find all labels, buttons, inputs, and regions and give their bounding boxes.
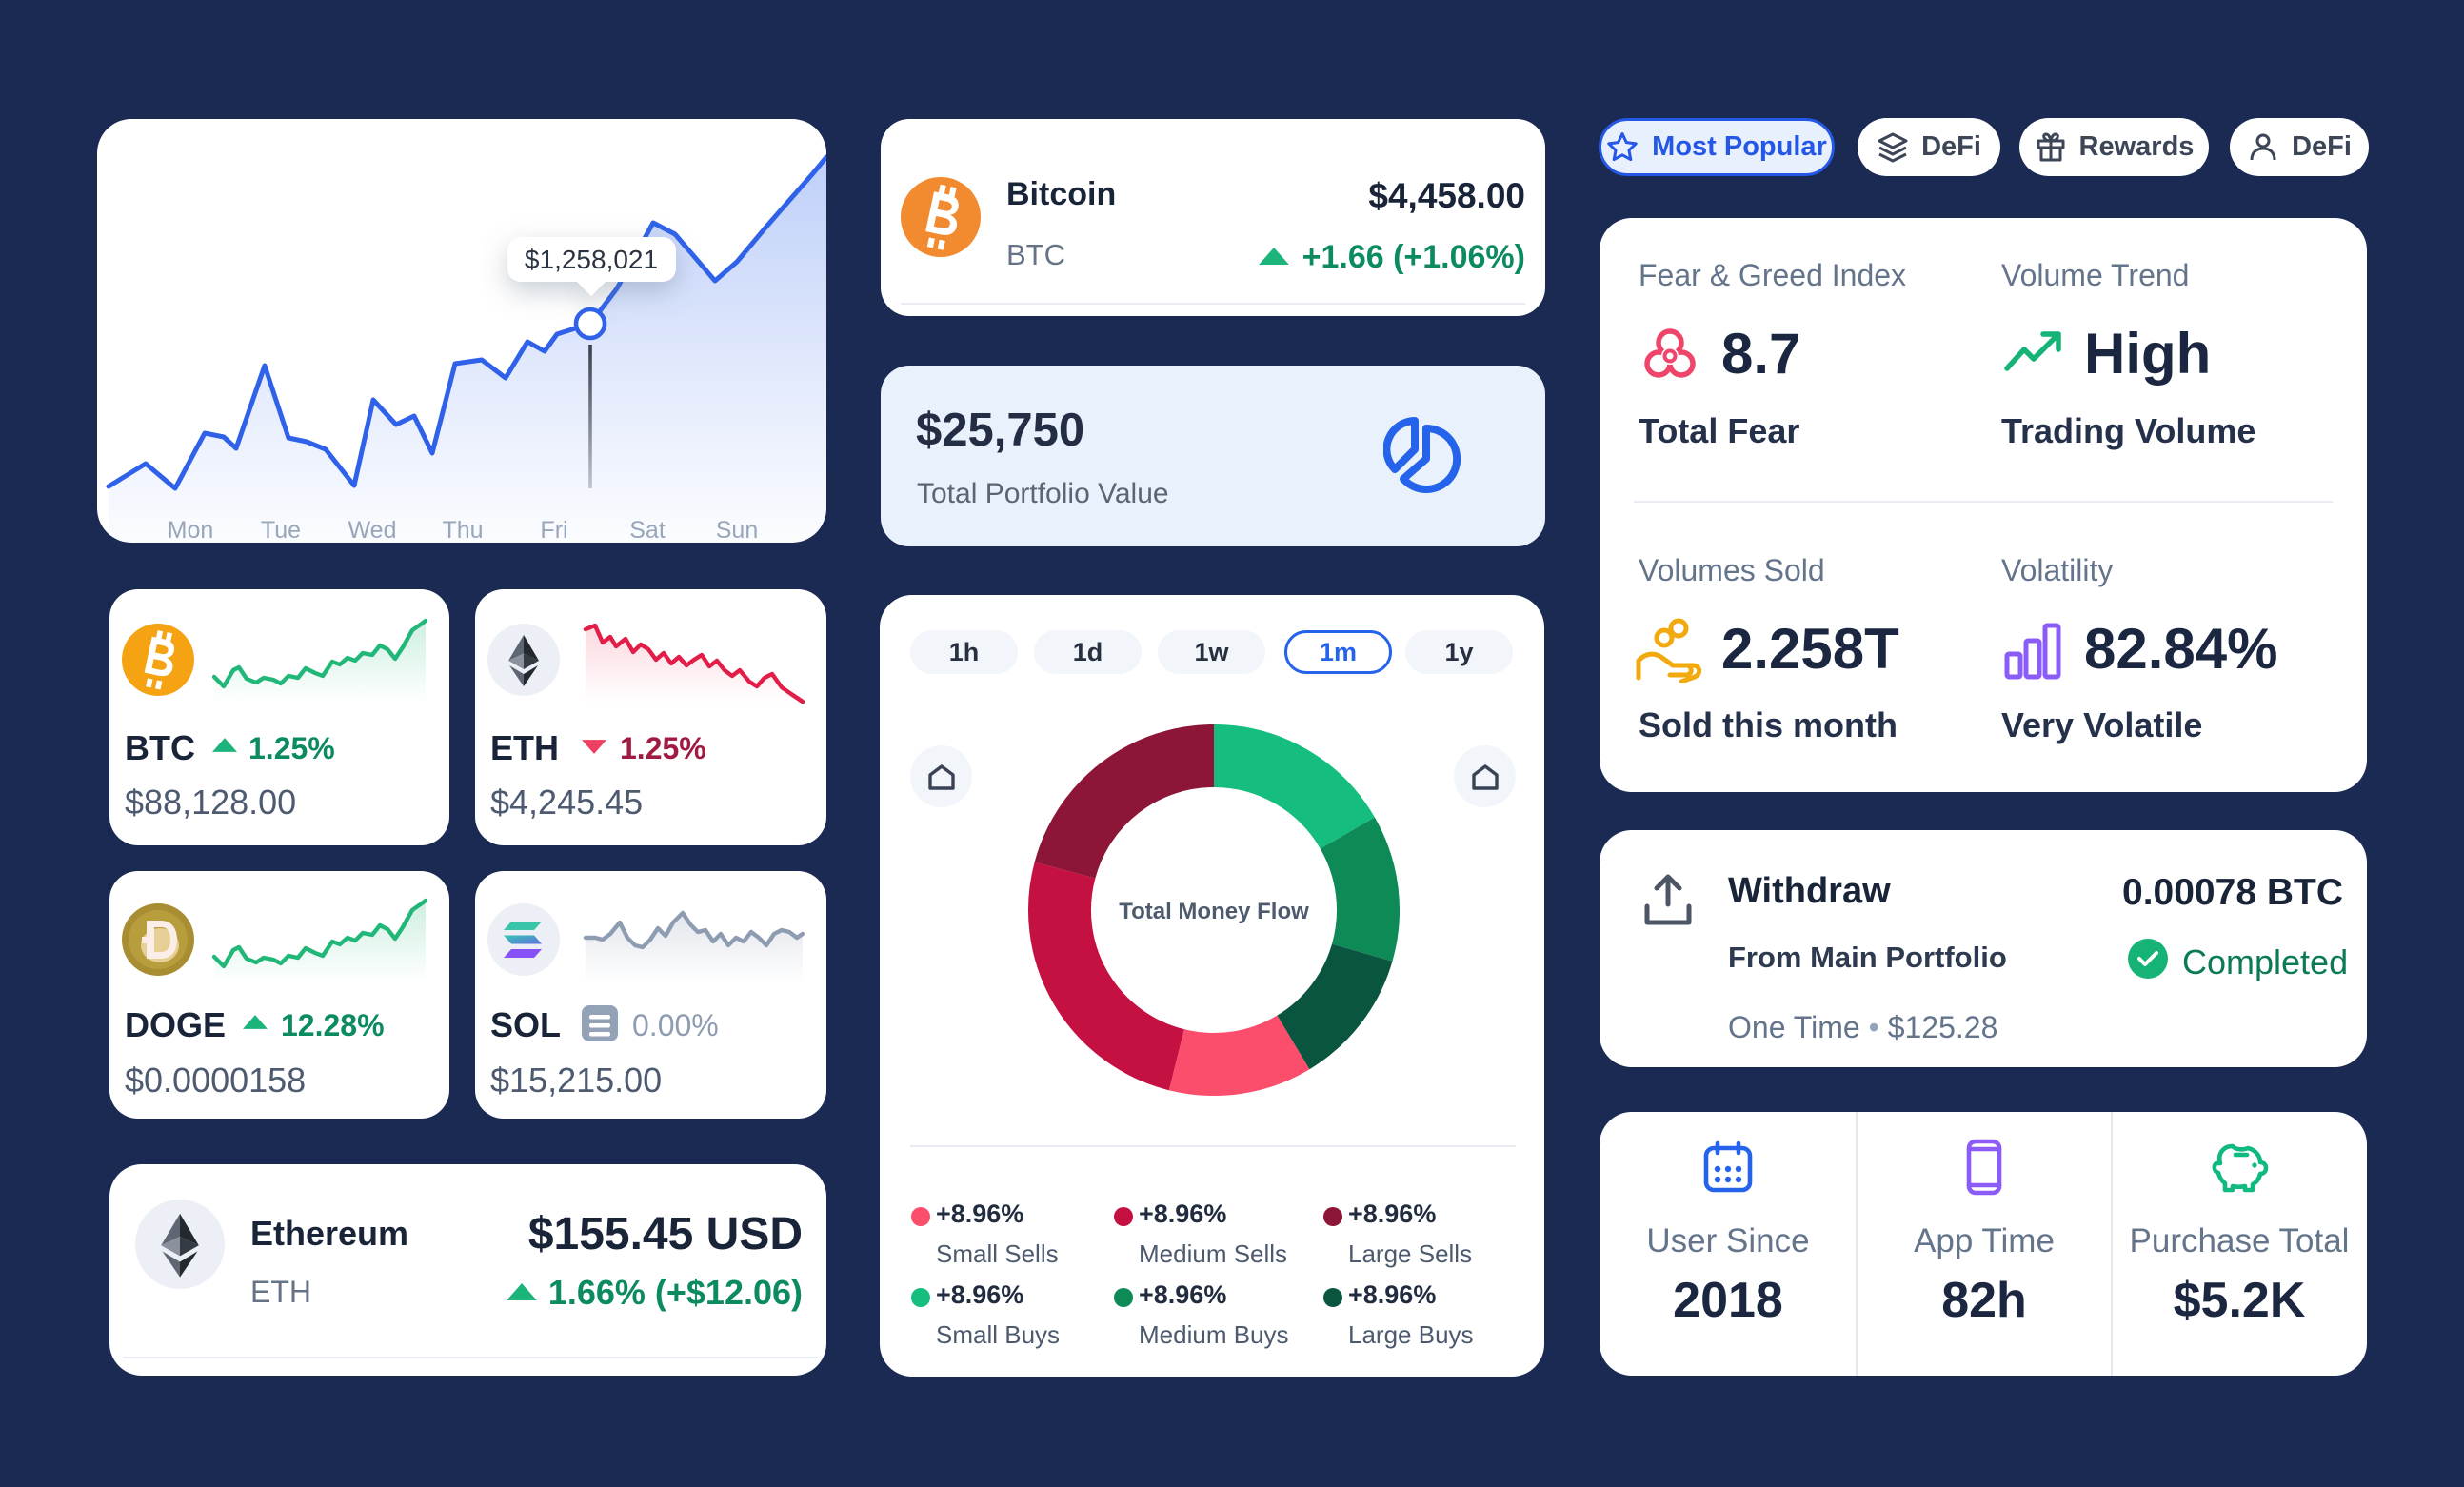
svg-text:Tue: Tue	[261, 517, 301, 543]
svg-text:Fri: Fri	[540, 517, 567, 543]
svg-text:Total Money Flow: Total Money Flow	[1119, 899, 1309, 924]
svg-text:Mon: Mon	[168, 517, 214, 543]
svg-text:Sun: Sun	[716, 517, 758, 543]
svg-text:Sat: Sat	[629, 517, 666, 543]
svg-text:Thu: Thu	[442, 517, 483, 543]
svg-text:Wed: Wed	[348, 517, 397, 543]
svg-text:$1,258,021: $1,258,021	[525, 245, 658, 274]
